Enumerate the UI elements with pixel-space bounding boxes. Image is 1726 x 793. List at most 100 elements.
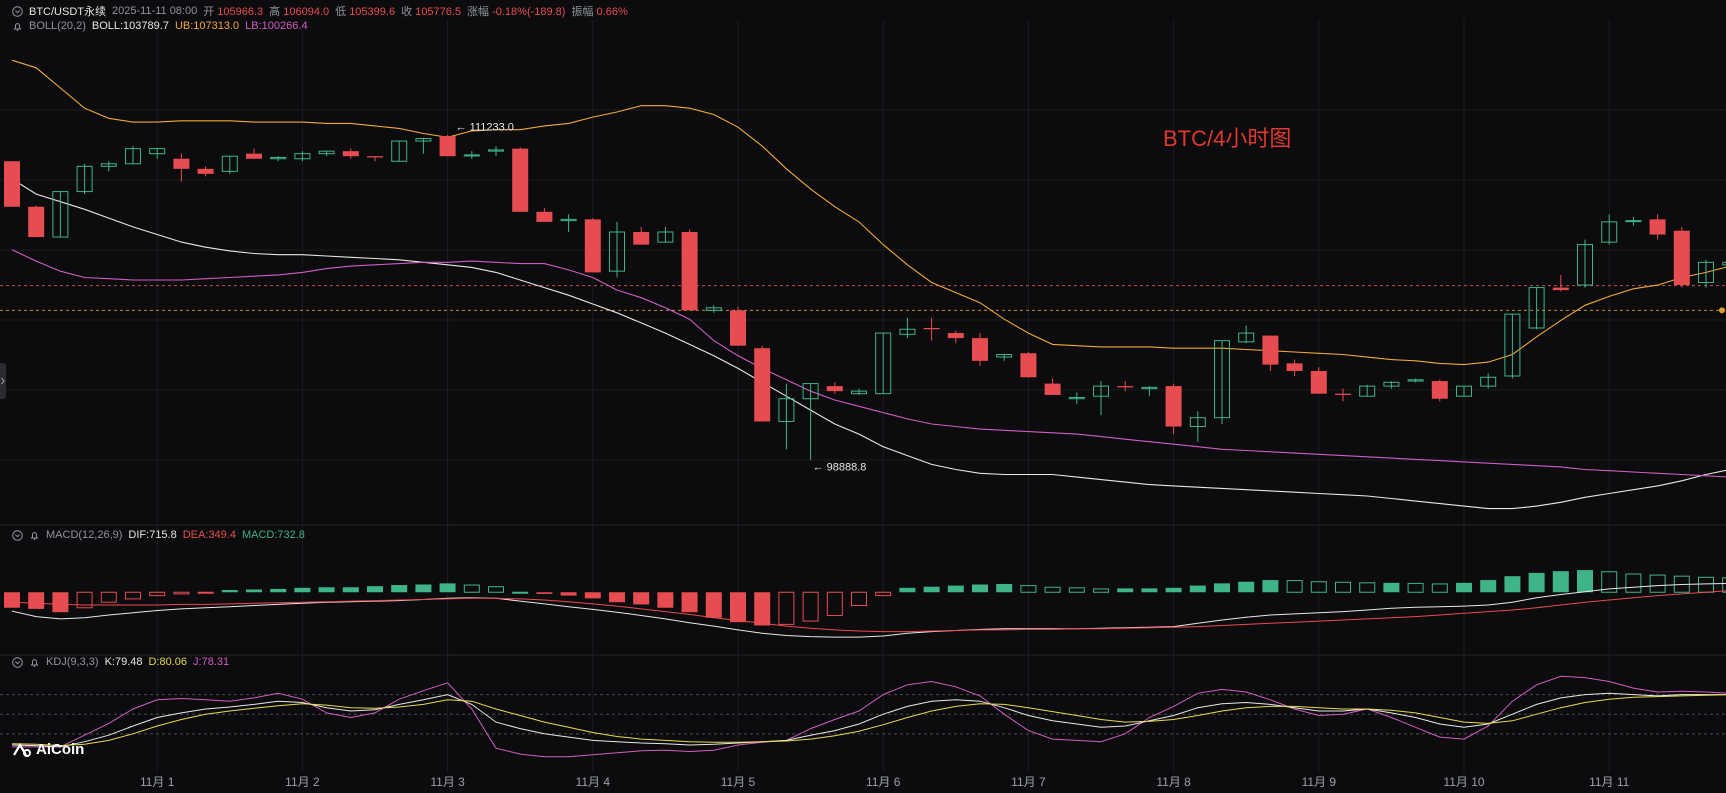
macd-bar-down — [802, 591, 819, 622]
candle-up — [560, 218, 577, 222]
macd-bar-up — [1165, 587, 1182, 593]
chevron-right-icon — [1, 377, 5, 385]
candle-up — [875, 332, 892, 395]
macd-bar-up — [1649, 574, 1666, 593]
candle-down — [730, 310, 746, 346]
macd-bar-down — [754, 592, 771, 626]
macd-bar-up — [1625, 573, 1642, 593]
candle-up — [415, 138, 432, 142]
candle-down — [1431, 381, 1448, 399]
boll-mid-line — [11, 178, 1726, 510]
high-label: 高 — [269, 6, 281, 18]
macd-bar-down — [536, 592, 553, 594]
macd-bar-down — [657, 592, 674, 608]
macd-name[interactable]: MACD(12,26,9) — [46, 529, 123, 541]
macd-bar-up — [1262, 580, 1279, 593]
macd-bar-up — [1020, 585, 1037, 593]
amp-label: 振幅 — [571, 6, 594, 18]
boll-name[interactable]: BOLL(20,2) — [29, 20, 86, 32]
candle-up — [1214, 340, 1230, 419]
macd-bar-up — [294, 587, 311, 593]
macd-bar-up — [947, 585, 964, 593]
candle-down — [1165, 386, 1182, 427]
macd-bar-up — [1552, 571, 1569, 593]
candle-down — [512, 148, 529, 212]
candle-down — [681, 232, 698, 311]
candle-down — [1649, 219, 1666, 235]
macd-bar-down — [52, 592, 69, 613]
macd-bar-up — [996, 583, 1013, 593]
macd-bar-up — [1407, 582, 1424, 593]
candle-up — [1722, 261, 1726, 266]
bell-icon[interactable] — [12, 21, 23, 32]
macd-bar-up — [1214, 583, 1230, 593]
candle-down — [439, 136, 456, 157]
macd-bar-up — [270, 588, 287, 593]
macd-bar-up — [1601, 571, 1618, 593]
candle-up — [1577, 244, 1593, 286]
macd-bar-up — [463, 584, 480, 593]
x-tick-label: 11月 7 — [1011, 775, 1046, 789]
candle-down — [246, 153, 262, 159]
macd-bar-down — [778, 591, 795, 625]
chevron-down-icon[interactable] — [12, 656, 23, 668]
boll-ub-value: UB:107313.0 — [174, 20, 240, 32]
macd-bar-up — [1044, 586, 1061, 593]
macd-bar-up — [221, 590, 238, 593]
kdj-name[interactable]: KDJ(9,3,3) — [46, 656, 99, 668]
symbol-label[interactable]: BTC/USDT永续 — [29, 6, 106, 18]
datetime-label: 2025-11-11 08:00 — [112, 5, 198, 17]
candle-up — [270, 156, 287, 160]
candle-up — [1359, 385, 1376, 397]
bell-icon[interactable] — [29, 657, 40, 668]
macd-bar-down — [633, 592, 650, 605]
candle-up — [1238, 332, 1255, 343]
candle-up — [52, 191, 69, 238]
macd-bar-down — [681, 592, 698, 613]
candle-up — [76, 165, 93, 193]
macd-bar-up — [1359, 582, 1376, 593]
aicoin-logo-icon — [13, 742, 31, 757]
macd-bar-down — [584, 592, 601, 599]
candle-down — [1044, 383, 1061, 395]
candle-down — [536, 211, 553, 222]
macd-bar-down — [149, 591, 166, 597]
macd-bar-down — [125, 591, 141, 600]
candle-up — [705, 307, 722, 311]
macd-bar-down — [76, 591, 93, 609]
candle-up — [1068, 396, 1085, 400]
candle-up — [802, 383, 819, 400]
chevron-down-icon[interactable] — [12, 5, 23, 17]
macd-bar-down — [28, 592, 45, 609]
high-value: 106094.0 — [283, 6, 330, 18]
candle-down — [1310, 370, 1327, 394]
candle-up — [1625, 220, 1642, 223]
sidebar-toggle[interactable] — [0, 363, 6, 399]
candle-up — [1456, 385, 1472, 397]
candle-down — [4, 161, 20, 207]
x-tick-label: 11月 11 — [1589, 775, 1630, 789]
x-tick-label: 11月 6 — [866, 775, 901, 789]
low-label: 低 — [335, 6, 347, 18]
candle-down — [197, 168, 214, 174]
macd-bar-up — [1238, 581, 1255, 593]
aicoin-logo: AiCoin — [12, 741, 84, 758]
kdj-k-value: K:79.48 — [104, 656, 143, 668]
bell-icon[interactable] — [29, 530, 40, 541]
macd-bar-up — [899, 587, 916, 593]
macd-bar-down — [609, 592, 625, 603]
boll-header: BOLL(20,2) BOLL:103789.7 UB:107313.0 LB:… — [12, 20, 308, 32]
kdj-d-line — [11, 694, 1726, 747]
candle-up — [100, 163, 117, 167]
ref-price-dot — [1719, 307, 1725, 314]
macd-bar-up — [1383, 582, 1400, 593]
x-tick-label: 11月 1 — [140, 775, 175, 789]
candle-down — [1335, 393, 1351, 395]
macd-bar-up — [342, 587, 359, 593]
candle-down — [754, 348, 771, 422]
macd-bar-down — [851, 591, 867, 607]
candle-up — [125, 148, 141, 165]
chevron-down-icon[interactable] — [12, 529, 23, 541]
macd-bar-up — [1480, 580, 1497, 593]
